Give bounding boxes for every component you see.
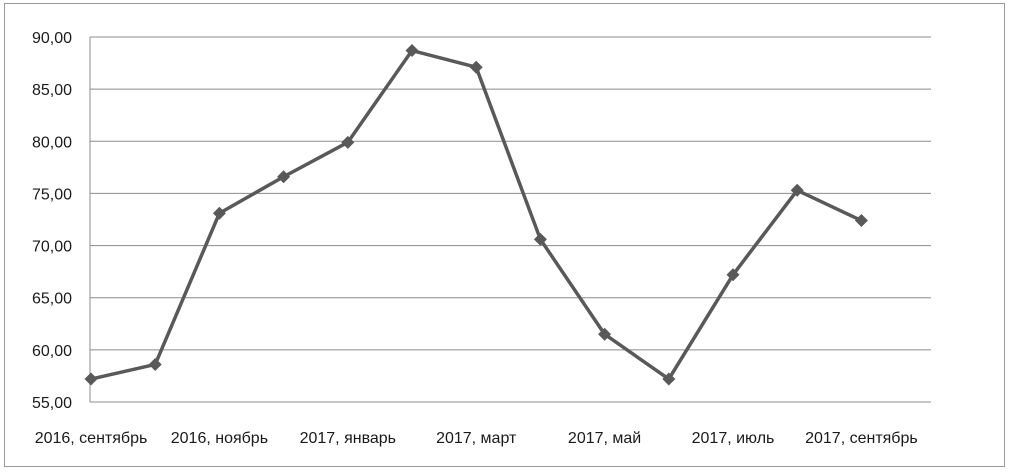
data-point-marker — [662, 372, 676, 386]
y-tick-label: 85,00 — [32, 82, 72, 99]
data-point-marker — [405, 44, 419, 58]
data-point-marker — [277, 170, 291, 184]
y-tick-label: 60,00 — [32, 343, 72, 360]
gridlines — [89, 36, 931, 403]
data-point-marker — [533, 232, 547, 246]
chart-frame — [4, 3, 1005, 467]
x-tick-label: 2017, июль — [692, 430, 775, 447]
data-point-marker — [341, 135, 355, 149]
x-axis-tick-labels: 2016, сентябрь 2016, ноябрь 2017, январь 20… — [35, 430, 918, 447]
series-line — [90, 48, 863, 381]
x-tick-label: 2017, январь — [300, 430, 396, 447]
x-tick-label: 2017, сентябрь — [805, 430, 918, 447]
series-group — [84, 44, 868, 386]
y-tick-label: 90,00 — [32, 30, 72, 47]
x-tick-label: 2016, сентябрь — [35, 430, 148, 447]
data-point-marker — [854, 214, 868, 228]
data-point-marker — [726, 268, 740, 282]
data-point-marker — [790, 183, 804, 197]
x-tick-label: 2017, май — [568, 430, 641, 447]
y-axis-tick-labels: 55,00 60,00 65,00 70,00 75,00 80,00 85,00 90,00 — [32, 30, 72, 412]
data-point-marker — [469, 60, 483, 74]
y-tick-label: 65,00 — [32, 291, 72, 308]
y-tick-label: 80,00 — [32, 134, 72, 151]
y-tick-label: 70,00 — [32, 239, 72, 256]
y-tick-label: 75,00 — [32, 186, 72, 203]
x-tick-label: 2016, ноябрь — [171, 430, 268, 447]
data-point-marker — [148, 357, 162, 371]
data-point-marker — [598, 327, 612, 341]
y-tick-label: 55,00 — [32, 395, 72, 412]
data-point-marker — [84, 372, 98, 386]
data-point-marker — [212, 206, 226, 220]
x-tick-label: 2017, март — [436, 430, 517, 447]
